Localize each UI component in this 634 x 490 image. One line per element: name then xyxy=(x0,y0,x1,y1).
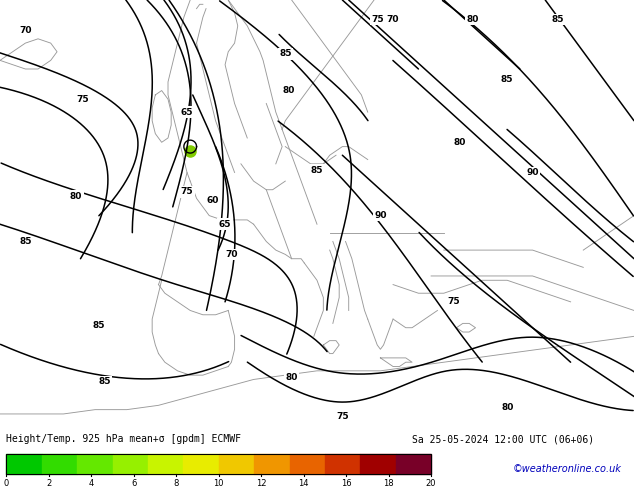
Text: 85: 85 xyxy=(279,49,292,58)
Text: 85: 85 xyxy=(98,377,111,386)
Text: Sa 25-05-2024 12:00 UTC (06+06): Sa 25-05-2024 12:00 UTC (06+06) xyxy=(412,434,594,444)
Bar xyxy=(148,454,183,473)
Text: 70: 70 xyxy=(387,15,399,24)
Text: 90: 90 xyxy=(374,211,387,220)
Text: 75: 75 xyxy=(371,15,384,24)
Text: 6: 6 xyxy=(131,479,136,489)
Text: ©weatheronline.co.uk: ©weatheronline.co.uk xyxy=(512,465,621,474)
Text: 75: 75 xyxy=(181,187,193,196)
Text: 75: 75 xyxy=(447,297,460,306)
Text: 65: 65 xyxy=(181,108,193,117)
Text: 75: 75 xyxy=(76,95,89,104)
Bar xyxy=(6,454,42,473)
Bar xyxy=(113,454,148,473)
Bar xyxy=(6,454,431,473)
Text: 85: 85 xyxy=(92,321,105,330)
Text: 70: 70 xyxy=(225,250,238,259)
Bar xyxy=(77,454,113,473)
Text: 2: 2 xyxy=(46,479,51,489)
Text: 80: 80 xyxy=(282,86,295,95)
Text: 10: 10 xyxy=(214,479,224,489)
Text: 14: 14 xyxy=(299,479,309,489)
Text: 70: 70 xyxy=(19,25,32,35)
Text: Height/Temp. 925 hPa mean+σ [gpdm] ECMWF: Height/Temp. 925 hPa mean+σ [gpdm] ECMWF xyxy=(6,434,242,444)
Bar xyxy=(290,454,325,473)
Bar xyxy=(219,454,254,473)
Text: 16: 16 xyxy=(341,479,351,489)
Bar xyxy=(183,454,219,473)
Bar xyxy=(325,454,360,473)
Text: 0: 0 xyxy=(4,479,9,489)
Text: 80: 80 xyxy=(285,373,298,382)
Text: 85: 85 xyxy=(19,237,32,246)
Text: 85: 85 xyxy=(501,75,514,84)
Text: 90: 90 xyxy=(526,168,539,177)
Text: 85: 85 xyxy=(552,15,564,24)
Bar xyxy=(254,454,290,473)
Text: 85: 85 xyxy=(311,166,323,175)
Bar xyxy=(360,454,396,473)
Bar xyxy=(396,454,431,473)
Text: 8: 8 xyxy=(174,479,179,489)
Text: 80: 80 xyxy=(453,138,466,147)
Text: 80: 80 xyxy=(466,15,479,24)
Bar xyxy=(42,454,77,473)
Text: 80: 80 xyxy=(501,403,514,412)
Text: 20: 20 xyxy=(426,479,436,489)
Text: 12: 12 xyxy=(256,479,266,489)
Text: 80: 80 xyxy=(70,192,82,201)
Text: 18: 18 xyxy=(384,479,394,489)
Text: 75: 75 xyxy=(336,412,349,420)
Text: 4: 4 xyxy=(89,479,94,489)
Text: 60: 60 xyxy=(206,196,219,205)
Text: 65: 65 xyxy=(219,220,231,229)
